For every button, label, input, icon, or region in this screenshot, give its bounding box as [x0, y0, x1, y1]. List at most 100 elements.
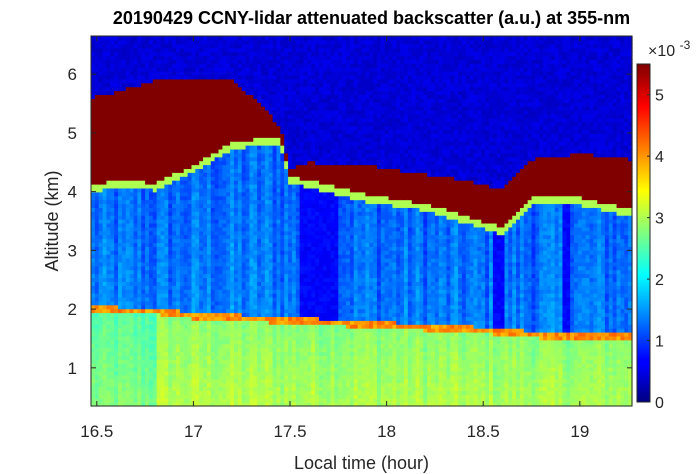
heatmap-cell: [291, 226, 297, 232]
heatmap-cell: [272, 230, 278, 236]
heatmap-cell: [129, 215, 135, 220]
heatmap-cell: [241, 285, 247, 290]
heatmap-cell: [172, 281, 177, 286]
heatmap-cell: [210, 343, 216, 349]
heatmap-cell: [210, 211, 216, 216]
heatmap-cell: [233, 67, 239, 72]
heatmap-cell: [257, 328, 262, 333]
heatmap-cell: [160, 312, 166, 318]
heatmap-cell: [257, 168, 262, 173]
heatmap-cell: [179, 55, 185, 60]
heatmap-cell: [203, 222, 208, 228]
heatmap-cell: [241, 343, 247, 349]
heatmap-cell: [206, 164, 212, 170]
heatmap-cell: [168, 250, 173, 255]
heatmap-cell: [233, 156, 239, 162]
heatmap-cell: [199, 394, 204, 399]
heatmap-cell: [264, 43, 270, 49]
heatmap-cell: [218, 82, 223, 88]
heatmap-cell: [141, 324, 146, 329]
heatmap-cell: [203, 47, 208, 53]
heatmap-cell: [121, 172, 127, 177]
heatmap-cell: [125, 394, 131, 399]
heatmap-cell: [148, 137, 154, 142]
heatmap-cell: [214, 355, 220, 360]
heatmap-cell: [106, 199, 111, 205]
heatmap-cell: [187, 285, 193, 290]
heatmap-cell: [164, 386, 169, 392]
heatmap-cell: [253, 273, 258, 279]
heatmap-cell: [164, 351, 169, 356]
heatmap-cell: [98, 378, 104, 384]
heatmap-cell: [121, 226, 127, 232]
heatmap-cell: [129, 347, 135, 353]
heatmap-cell: [253, 47, 258, 53]
heatmap-cell: [125, 293, 131, 298]
heatmap-cell: [121, 359, 127, 364]
heatmap-cell: [206, 398, 212, 403]
heatmap-cell: [291, 359, 297, 364]
heatmap-cell: [268, 398, 274, 403]
heatmap-cell: [148, 265, 154, 271]
heatmap-cell: [172, 98, 177, 103]
heatmap-cell: [183, 39, 189, 45]
heatmap-cell: [268, 234, 274, 240]
heatmap-cell: [133, 261, 138, 267]
heatmap-cell: [272, 133, 278, 138]
heatmap-cell: [210, 394, 216, 399]
heatmap-cell: [222, 145, 227, 150]
heatmap-cell: [237, 300, 243, 306]
heatmap-cell: [91, 398, 96, 403]
heatmap-cell: [176, 110, 181, 115]
heatmap-cell: [121, 195, 127, 201]
heatmap-cell: [249, 164, 254, 170]
heatmap-cell: [230, 164, 235, 170]
heatmap-cell: [125, 125, 131, 131]
heatmap-cell: [187, 102, 193, 107]
heatmap-cell: [257, 98, 262, 103]
heatmap-cell: [237, 94, 243, 99]
heatmap-cell: [141, 137, 146, 142]
heatmap-cell: [94, 215, 100, 220]
heatmap-cell: [264, 254, 270, 259]
heatmap-cell: [121, 339, 127, 345]
heatmap-cell: [133, 320, 138, 325]
heatmap-cell: [141, 39, 146, 45]
heatmap-cell: [257, 191, 262, 197]
heatmap-cell: [218, 320, 223, 325]
heatmap-cell: [152, 343, 158, 349]
heatmap-cell: [176, 117, 181, 123]
heatmap-cell: [172, 176, 177, 181]
heatmap-cell: [222, 339, 227, 345]
heatmap-cell: [137, 378, 142, 384]
heatmap-cell: [222, 351, 227, 356]
heatmap-cell: [152, 195, 158, 201]
heatmap-cell: [226, 129, 231, 134]
heatmap-cell: [141, 258, 146, 263]
heatmap-cell: [114, 254, 119, 259]
heatmap-cell: [145, 39, 150, 45]
heatmap-cell: [210, 94, 216, 99]
heatmap-cell: [133, 67, 138, 72]
heatmap-cell: [133, 222, 138, 228]
heatmap-cell: [137, 359, 142, 364]
heatmap-cell: [210, 63, 216, 68]
heatmap-cell: [249, 160, 254, 166]
heatmap-cell: [152, 110, 158, 115]
heatmap-cell: [152, 36, 158, 41]
heatmap-cell: [230, 67, 235, 72]
heatmap-cell: [172, 145, 177, 150]
heatmap-cell: [191, 180, 196, 185]
heatmap-cell: [183, 312, 189, 318]
heatmap-cell: [253, 382, 258, 388]
heatmap-cell: [148, 343, 154, 349]
heatmap-cell: [203, 168, 208, 173]
heatmap-cell: [230, 148, 235, 154]
heatmap-cell: [114, 250, 119, 255]
heatmap-cell: [183, 382, 189, 388]
heatmap-cell: [257, 129, 262, 134]
heatmap-cell: [268, 187, 274, 193]
heatmap-cell: [133, 63, 138, 68]
heatmap-cell: [91, 304, 96, 310]
heatmap-cell: [245, 386, 251, 392]
